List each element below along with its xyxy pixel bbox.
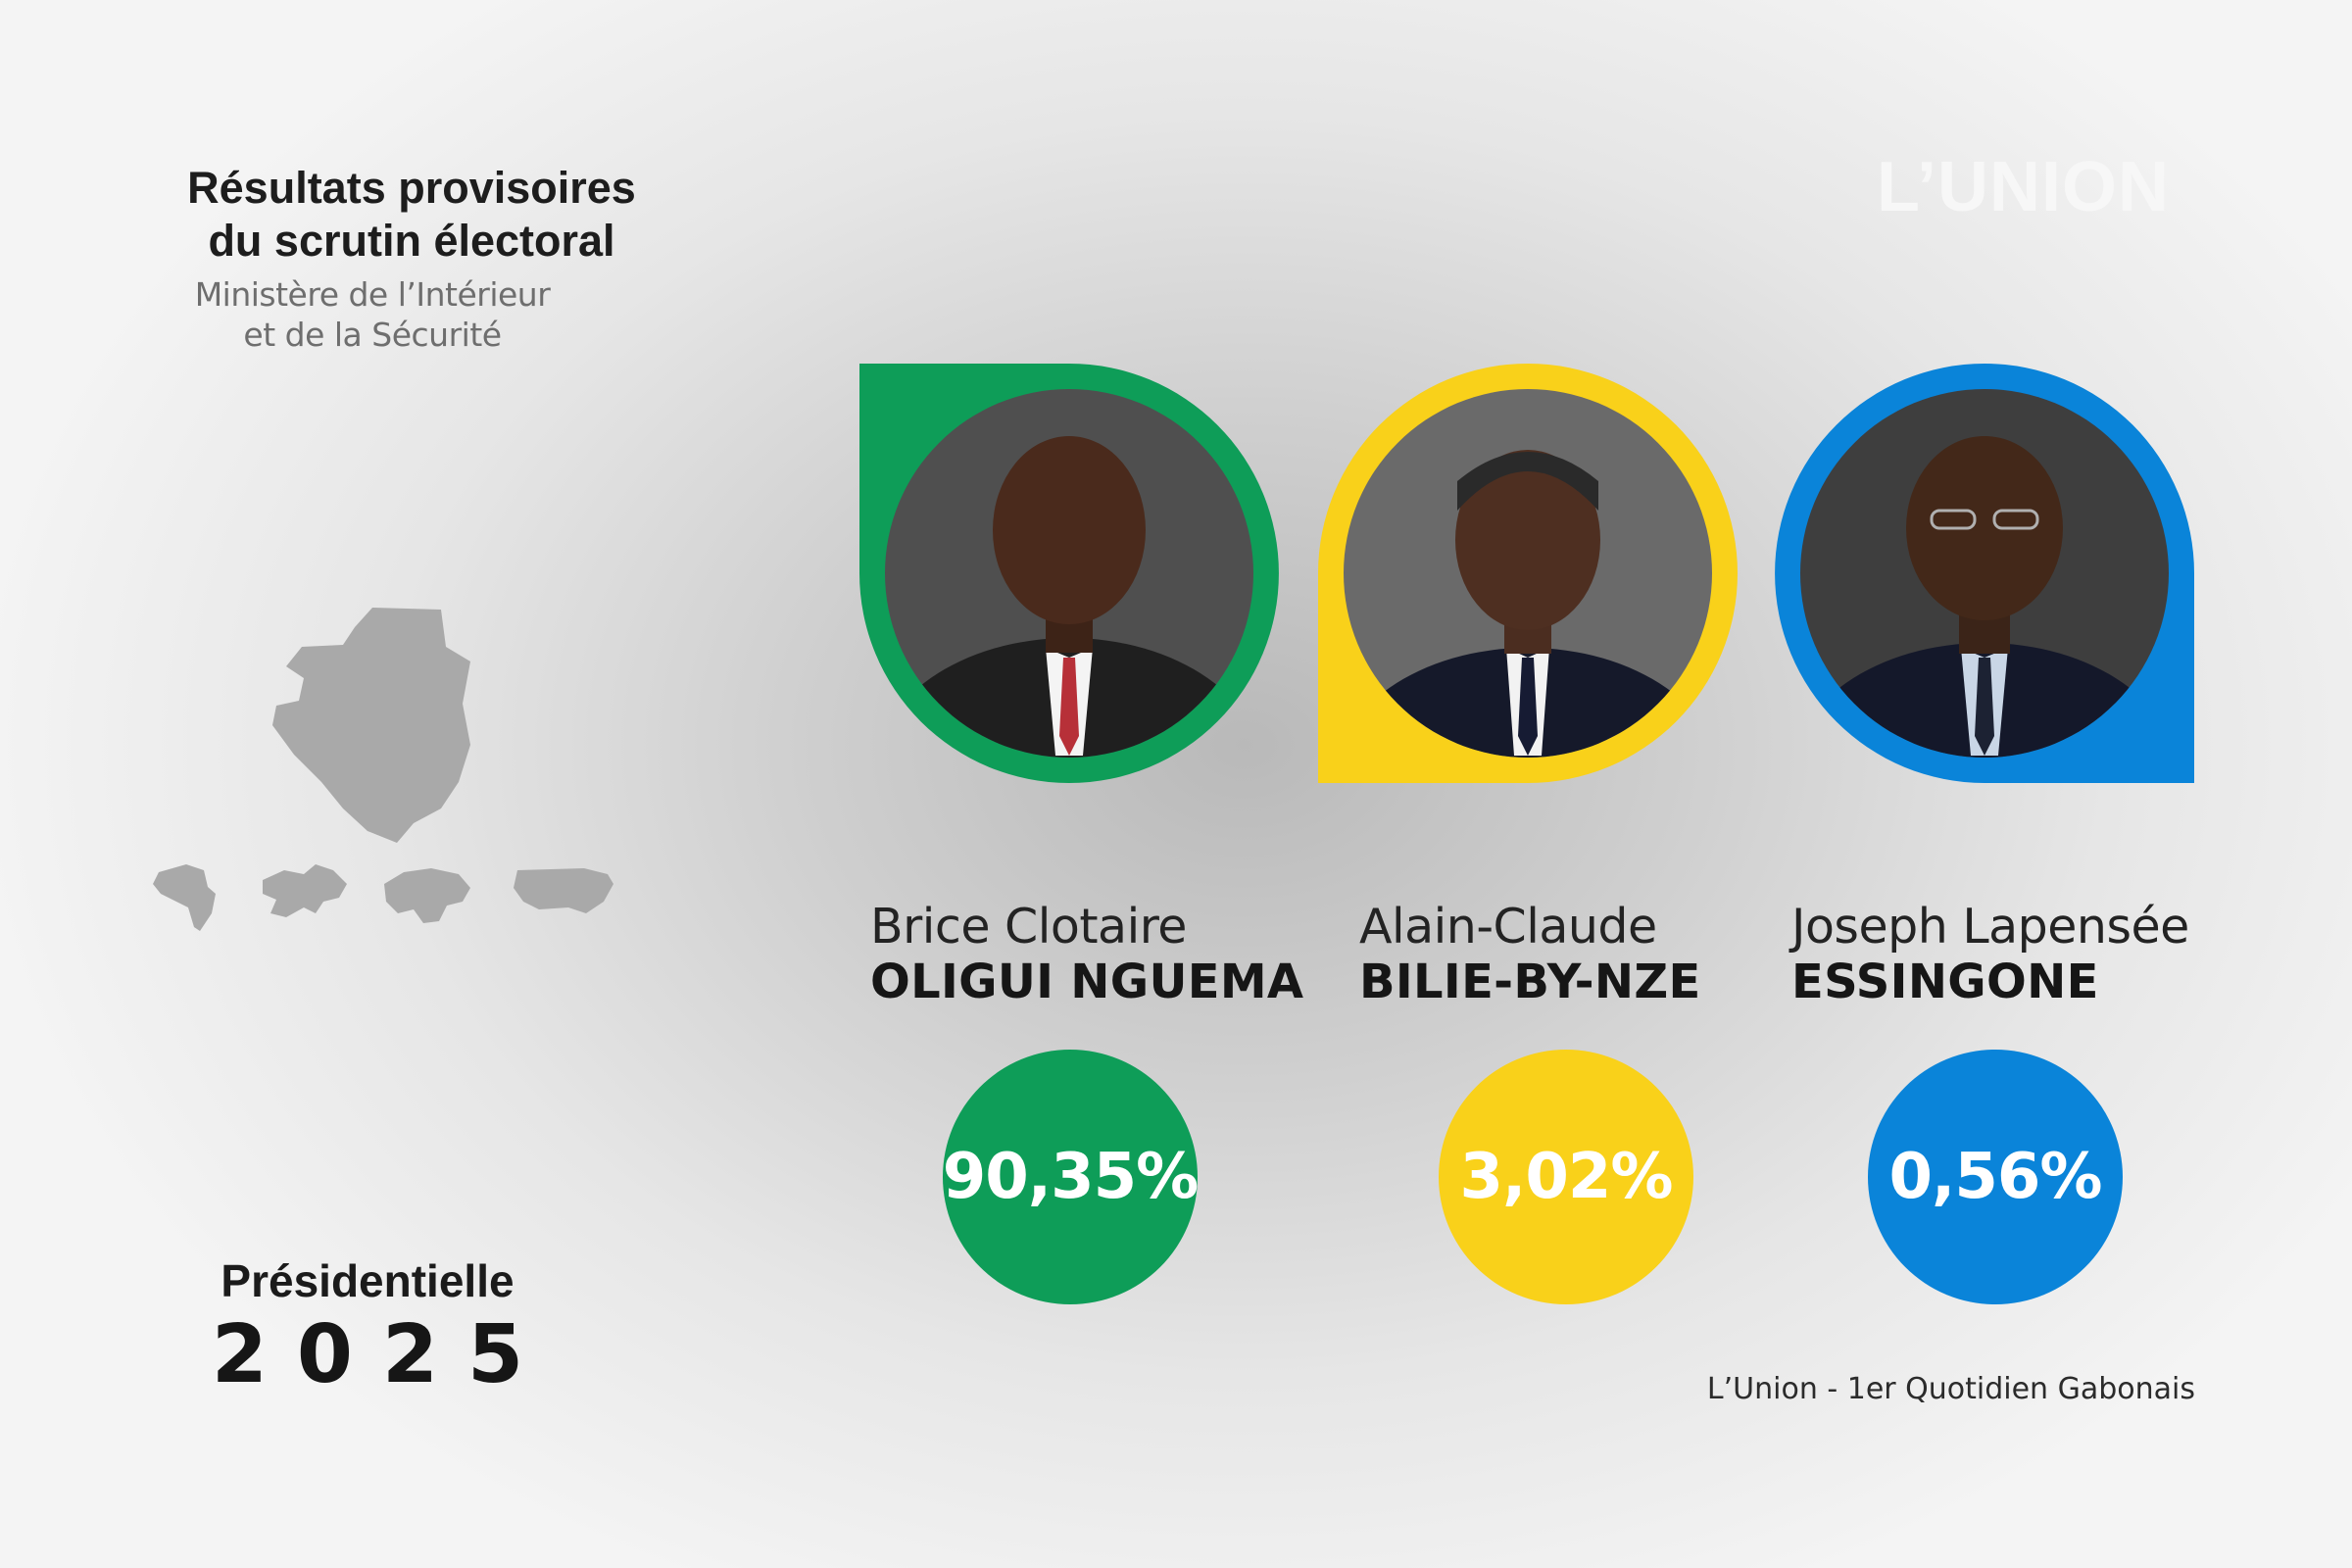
candidate-3-photo-frame bbox=[1775, 364, 2194, 783]
usa-map-icon bbox=[514, 868, 613, 913]
europe-map-icon bbox=[263, 864, 347, 917]
candidate-1-first-name: Brice Clotaire bbox=[870, 899, 1187, 955]
africa-map-icon bbox=[153, 864, 216, 931]
candidate-1-name: Brice Clotaire OLIGUI NGUEMA bbox=[870, 899, 1304, 1010]
brand-logo: L’UNION bbox=[1877, 148, 2171, 226]
candidate-2-photo-frame bbox=[1318, 364, 1738, 783]
candidate-3-name: Joseph Lapensée ESSINGONE bbox=[1791, 899, 2189, 1010]
candidate-3-result-badge: 0,56% bbox=[1868, 1050, 2123, 1304]
candidate-1-percentage: 90,35% bbox=[942, 1141, 1200, 1213]
candidate-1-result-badge: 90,35% bbox=[942, 1050, 1200, 1304]
asia-map-icon bbox=[384, 868, 470, 923]
source-attribution: Ministère de l’Intérieur et de la Sécuri… bbox=[127, 274, 617, 355]
election-year: 2025 bbox=[211, 1308, 554, 1401]
candidate-2-percentage: 3,02% bbox=[1459, 1141, 1673, 1213]
title-line-2: du scrutin électoral bbox=[208, 216, 615, 266]
candidate-2-first-name: Alain-Claude bbox=[1359, 899, 1657, 955]
candidate-3-percentage: 0,56% bbox=[1888, 1141, 2102, 1213]
candidate-1-last-name: OLIGUI NGUEMA bbox=[870, 955, 1304, 1009]
title-line-1: Résultats provisoires bbox=[187, 163, 636, 213]
candidate-3-first-name: Joseph Lapensée bbox=[1791, 899, 2189, 955]
candidate-1-portrait bbox=[885, 389, 1253, 758]
source-line-1: Ministère de l’Intérieur bbox=[194, 275, 551, 314]
page-title: Résultats provisoires du scrutin élector… bbox=[127, 162, 696, 268]
candidate-2-name: Alain-Claude BILIE-BY-NZE bbox=[1359, 899, 1701, 1010]
candidate-3-portrait bbox=[1800, 389, 2169, 758]
gabon-map-icon bbox=[272, 608, 470, 843]
election-type: Présidentielle bbox=[220, 1255, 514, 1306]
footer-credit: L’Union - 1er Quotidien Gabonais bbox=[1706, 1372, 2195, 1406]
candidate-1-photo-frame bbox=[859, 364, 1279, 783]
maps-illustration bbox=[147, 608, 657, 945]
candidate-2-result-badge: 3,02% bbox=[1439, 1050, 1693, 1304]
candidate-3-last-name: ESSINGONE bbox=[1791, 955, 2099, 1009]
candidate-2-last-name: BILIE-BY-NZE bbox=[1359, 955, 1701, 1009]
candidate-2-portrait bbox=[1344, 389, 1712, 758]
source-line-2: et de la Sécurité bbox=[243, 316, 502, 354]
